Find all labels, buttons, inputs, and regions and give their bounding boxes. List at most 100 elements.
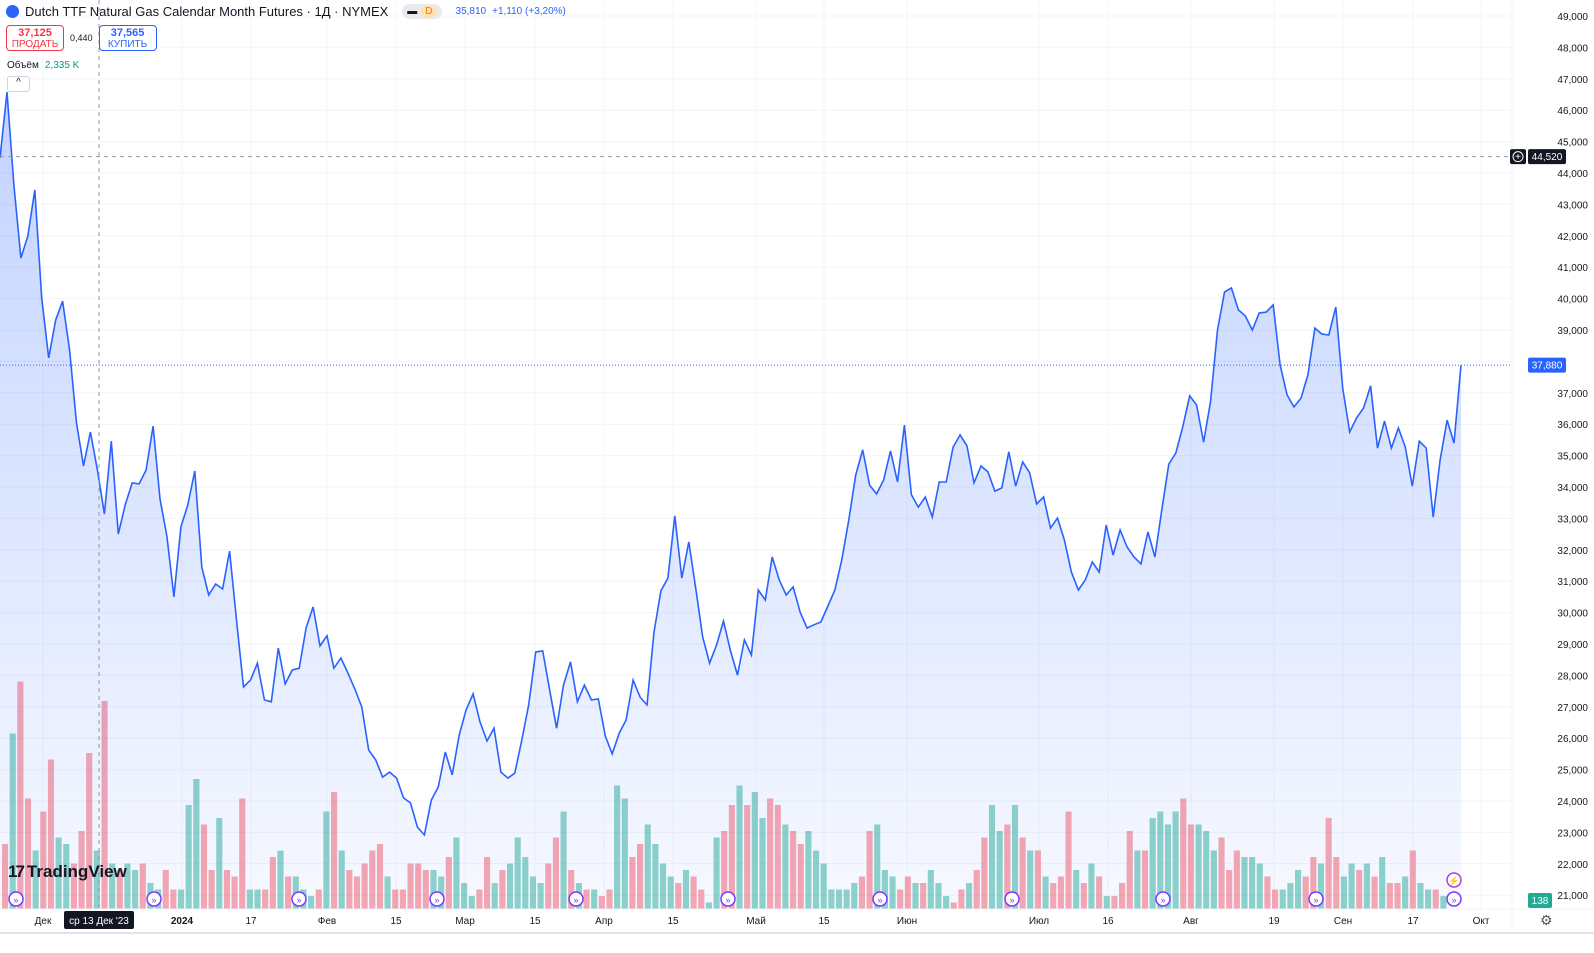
time-tick-label: Окт xyxy=(1473,916,1490,927)
time-tick-label: Апр xyxy=(595,916,613,927)
event-arrow-icon: » xyxy=(434,895,439,905)
price-tick-label: 43,000 xyxy=(1557,200,1588,211)
price-tick-label: 31,000 xyxy=(1557,577,1588,588)
event-arrow-icon: » xyxy=(1160,895,1165,905)
price-tick-label: 28,000 xyxy=(1557,671,1588,682)
status-dash-icon: ▬ xyxy=(407,6,418,17)
event-arrow-icon: » xyxy=(13,895,18,905)
price-tick-label: 29,000 xyxy=(1557,640,1588,651)
price-tick-label: 25,000 xyxy=(1557,766,1588,777)
price-change: +1,110 (+3,20%) xyxy=(492,6,566,17)
buy-button[interactable]: 37,565 КУПИТЬ xyxy=(98,25,157,51)
dividend-event-icon[interactable] xyxy=(146,891,162,907)
news-lightning-icon[interactable] xyxy=(1446,872,1462,888)
time-tick-label: 15 xyxy=(818,916,830,927)
time-tick-label: Авг xyxy=(1183,916,1199,927)
price-tick-label: 46,000 xyxy=(1557,106,1588,117)
price-tick-label: 30,000 xyxy=(1557,609,1588,620)
dividend-event-icon[interactable] xyxy=(872,891,888,907)
event-arrow-icon: » xyxy=(151,895,156,905)
time-tick-label: Май xyxy=(746,916,766,927)
svg-text:138: 138 xyxy=(1532,896,1549,907)
price-axis[interactable]: 21,000 22,000 23,000 24,000 25,000 26,000 27,0… xyxy=(1557,12,1588,902)
time-tick-label: Июн xyxy=(897,916,917,927)
symbol-title[interactable]: Dutch TTF Natural Gas Calendar Month Fut… xyxy=(25,4,389,19)
dividend-event-icon[interactable] xyxy=(1308,891,1324,907)
add-alert-icon: + xyxy=(1515,152,1521,163)
price-tick-label: 32,000 xyxy=(1557,546,1588,557)
time-tick-label: 2024 xyxy=(171,916,194,927)
time-tick-label: Июл xyxy=(1029,916,1049,927)
event-arrow-icon: » xyxy=(1451,895,1456,905)
svg-text:37,880: 37,880 xyxy=(1532,361,1563,372)
last-price: 35,810 xyxy=(455,6,487,17)
dividend-event-icon[interactable] xyxy=(429,891,445,907)
time-tick-label: 19 xyxy=(1268,916,1280,927)
price-line xyxy=(0,91,1462,837)
time-tick-label: Фев xyxy=(318,916,336,927)
price-tick-label: 40,000 xyxy=(1557,295,1588,306)
volume-legend: Объём 2,335 K xyxy=(7,60,80,71)
symbol-drop-icon xyxy=(6,5,19,18)
current-volume-label: 138 xyxy=(1528,893,1552,908)
tradingview-logo[interactable]: 17 TradingView xyxy=(8,862,127,881)
price-tick-label: 42,000 xyxy=(1557,232,1588,243)
event-markers[interactable]: » » » » » » » » » » » ⚡ xyxy=(8,872,1462,907)
price-tick-label: 33,000 xyxy=(1557,514,1588,525)
collapse-legend-button[interactable]: ^ xyxy=(7,76,30,92)
time-tick-label: 15 xyxy=(390,916,402,927)
dividend-event-icon[interactable] xyxy=(1446,891,1462,907)
time-tick-label: 17 xyxy=(245,916,257,927)
event-arrow-icon: » xyxy=(1009,895,1014,905)
tv-logo-icon: 17 xyxy=(8,862,25,881)
price-tick-label: 49,000 xyxy=(1557,12,1588,23)
event-arrow-icon: » xyxy=(877,895,882,905)
time-tick-label: 15 xyxy=(667,916,679,927)
market-status-badge[interactable]: ▬ D xyxy=(402,4,442,19)
time-tick-label: Мар xyxy=(455,916,475,927)
price-tick-label: 44,000 xyxy=(1557,169,1588,180)
time-tick-label: Дек xyxy=(35,916,52,927)
price-tick-label: 34,000 xyxy=(1557,483,1588,494)
price-tick-label: 21,000 xyxy=(1557,891,1588,902)
dividend-event-icon[interactable] xyxy=(1004,891,1020,907)
svg-text:44,520: 44,520 xyxy=(1532,152,1563,163)
dividend-event-icon[interactable] xyxy=(8,891,24,907)
svg-text:ср 13 Дек '23: ср 13 Дек '23 xyxy=(69,916,129,927)
dividend-event-icon[interactable] xyxy=(568,891,584,907)
sell-button[interactable]: 37,125 ПРОДАТЬ xyxy=(6,25,64,51)
price-tick-label: 47,000 xyxy=(1557,75,1588,86)
time-tick-label: 16 xyxy=(1102,916,1114,927)
price-tick-label: 39,000 xyxy=(1557,326,1588,337)
price-tick-label: 48,000 xyxy=(1557,43,1588,54)
spread: 0,440 xyxy=(70,33,93,43)
event-arrow-icon: » xyxy=(1313,895,1318,905)
current-price-label: 37,880 xyxy=(1528,357,1566,373)
price-tick-label: 45,000 xyxy=(1557,138,1588,149)
price-area xyxy=(0,92,1461,909)
dividend-event-icon[interactable] xyxy=(291,891,307,907)
trade-panel: 37,125 ПРОДАТЬ 0,440 37,565 КУПИТЬ xyxy=(6,25,157,51)
price-tick-label: 24,000 xyxy=(1557,797,1588,808)
time-tick-label: 15 xyxy=(529,916,541,927)
price-tick-label: 37,000 xyxy=(1557,389,1588,400)
price-tick-label: 35,000 xyxy=(1557,452,1588,463)
chart-header: Dutch TTF Natural Gas Calendar Month Fut… xyxy=(6,4,566,19)
dividend-event-icon[interactable] xyxy=(720,891,736,907)
event-arrow-icon: » xyxy=(296,895,301,905)
time-tick-label: Сен xyxy=(1334,916,1352,927)
dividend-event-icon[interactable] xyxy=(1155,891,1171,907)
event-arrow-icon: » xyxy=(725,895,730,905)
time-axis[interactable]: Дек 2024 17 Фев 15 Мар 15 Апр 15 Май 15 Июн Июл 16 Авг… xyxy=(35,916,1490,927)
price-tick-label: 41,000 xyxy=(1557,263,1588,274)
price-tick-label: 26,000 xyxy=(1557,734,1588,745)
lightning-icon: ⚡ xyxy=(1448,875,1459,887)
price-tick-label: 27,000 xyxy=(1557,703,1588,714)
settings-gear-icon[interactable]: ⚙ xyxy=(1540,912,1553,928)
event-arrow-icon: » xyxy=(573,895,578,905)
price-tick-label: 23,000 xyxy=(1557,828,1588,839)
price-tick-label: 22,000 xyxy=(1557,860,1588,871)
interval-badge: D xyxy=(421,6,437,17)
crosshair-price-label: + 44,520 xyxy=(1510,149,1566,165)
